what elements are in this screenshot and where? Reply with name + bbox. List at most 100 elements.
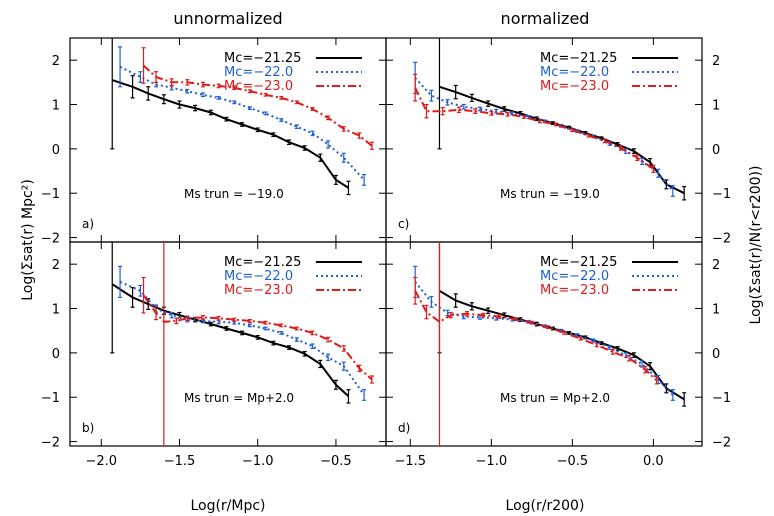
error-bar (326, 336, 331, 343)
legend-label: Mc=−21.25 (224, 255, 301, 270)
legend-label: Mc=−22.0 (224, 65, 293, 80)
truncation-annotation: Ms trun = −19.0 (500, 187, 600, 201)
x-tick-label: −1.5 (395, 454, 427, 469)
error-bar (216, 95, 221, 100)
y-tick-label: 2 (52, 258, 60, 273)
y-tick-label: −2 (712, 436, 731, 451)
error-bar (682, 392, 687, 407)
panel-frame (385, 241, 703, 447)
error-bar (369, 375, 374, 384)
error-bar (456, 106, 461, 114)
panel-d: −1.5 −1.0 −0.5 0.0−2−1012Mc=−21.25Mc=−22.0M… (385, 241, 731, 469)
error-bar (110, 38, 115, 150)
error-bar (154, 305, 159, 321)
error-bar (232, 85, 237, 91)
error-bar (602, 138, 607, 144)
legend-label: Mc=−23.0 (540, 79, 609, 94)
y-tick-label: 0 (52, 143, 60, 158)
error-bar (141, 47, 146, 84)
error-bar (279, 95, 284, 100)
error-bar (271, 340, 276, 346)
legend-label: Mc=−21.25 (224, 51, 301, 66)
error-bar (362, 389, 367, 401)
error-bar (643, 366, 648, 374)
error-bar (489, 111, 494, 116)
error-bar (169, 311, 174, 319)
error-bar (138, 71, 143, 83)
error-bar (438, 242, 441, 446)
error-bar (505, 111, 510, 117)
error-bar (346, 389, 351, 404)
error-bar (138, 284, 143, 297)
x-tick-label: 0.0 (643, 454, 664, 469)
error-bar (302, 145, 307, 151)
error-bar (599, 341, 604, 346)
y-tick-label: −2 (41, 232, 60, 247)
xlabel-right: Log(r/r200) (506, 498, 585, 514)
series-line (111, 79, 350, 189)
error-bar (477, 106, 482, 112)
error-bar (341, 152, 346, 163)
error-bar (453, 84, 458, 100)
error-bar (429, 295, 434, 308)
plot-area (110, 242, 374, 446)
y-tick-label: −2 (41, 436, 60, 451)
error-bar (310, 107, 315, 111)
error-bar (413, 73, 418, 102)
y-tick-label: −1 (41, 187, 60, 202)
error-bar (294, 337, 299, 342)
error-bar (357, 132, 362, 139)
error-bar (656, 168, 661, 178)
error-bar (465, 311, 470, 317)
error-bar (486, 307, 491, 314)
error-bar (651, 164, 656, 173)
error-bar (413, 276, 418, 305)
error-bar (224, 326, 229, 331)
plot-area (413, 38, 687, 201)
legend-label: Mc=−22.0 (224, 269, 293, 284)
error-bar (118, 46, 123, 88)
error-bar (333, 379, 338, 390)
panel-label: d) (398, 421, 410, 435)
error-bar (497, 314, 502, 319)
xlabel-left: Log(r/Mpc) (190, 498, 265, 514)
error-bar (429, 89, 434, 102)
error-bar (362, 173, 367, 186)
error-bar (169, 78, 174, 87)
error-bar (318, 359, 323, 369)
error-bar (294, 124, 299, 130)
error-bar (627, 354, 632, 362)
error-bar (341, 361, 346, 371)
error-bar (185, 88, 190, 94)
series-line (439, 85, 685, 195)
error-bar (193, 104, 198, 112)
series-line (414, 77, 674, 192)
error-bar (255, 334, 260, 340)
series-line (414, 87, 654, 170)
error-bar (279, 330, 284, 335)
error-bar (424, 103, 429, 119)
error-bar (174, 317, 179, 325)
y-tick-label: 2 (712, 54, 720, 69)
error-bar (486, 100, 491, 107)
error-bar (110, 242, 115, 354)
x-tick-label: −1.0 (476, 454, 508, 469)
ylabel-right: Log(Σsat(r)/N(r<r200)) (748, 166, 764, 325)
error-bar (141, 276, 146, 314)
error-bar (161, 94, 166, 105)
error-bar (346, 180, 351, 196)
error-bar (494, 108, 499, 114)
ylabel-left: Log(Σsat(r) Mpc²) (20, 179, 36, 301)
y-tick-label: 1 (712, 99, 720, 114)
error-bar (200, 81, 205, 88)
error-bar (594, 342, 599, 348)
error-bar (513, 317, 518, 322)
error-bar (461, 103, 466, 110)
error-bar (670, 185, 675, 197)
error-bar (232, 317, 237, 322)
error-bar (310, 130, 315, 137)
error-bar (424, 304, 429, 320)
y-tick-label: 0 (712, 143, 720, 158)
error-bar (326, 115, 331, 121)
